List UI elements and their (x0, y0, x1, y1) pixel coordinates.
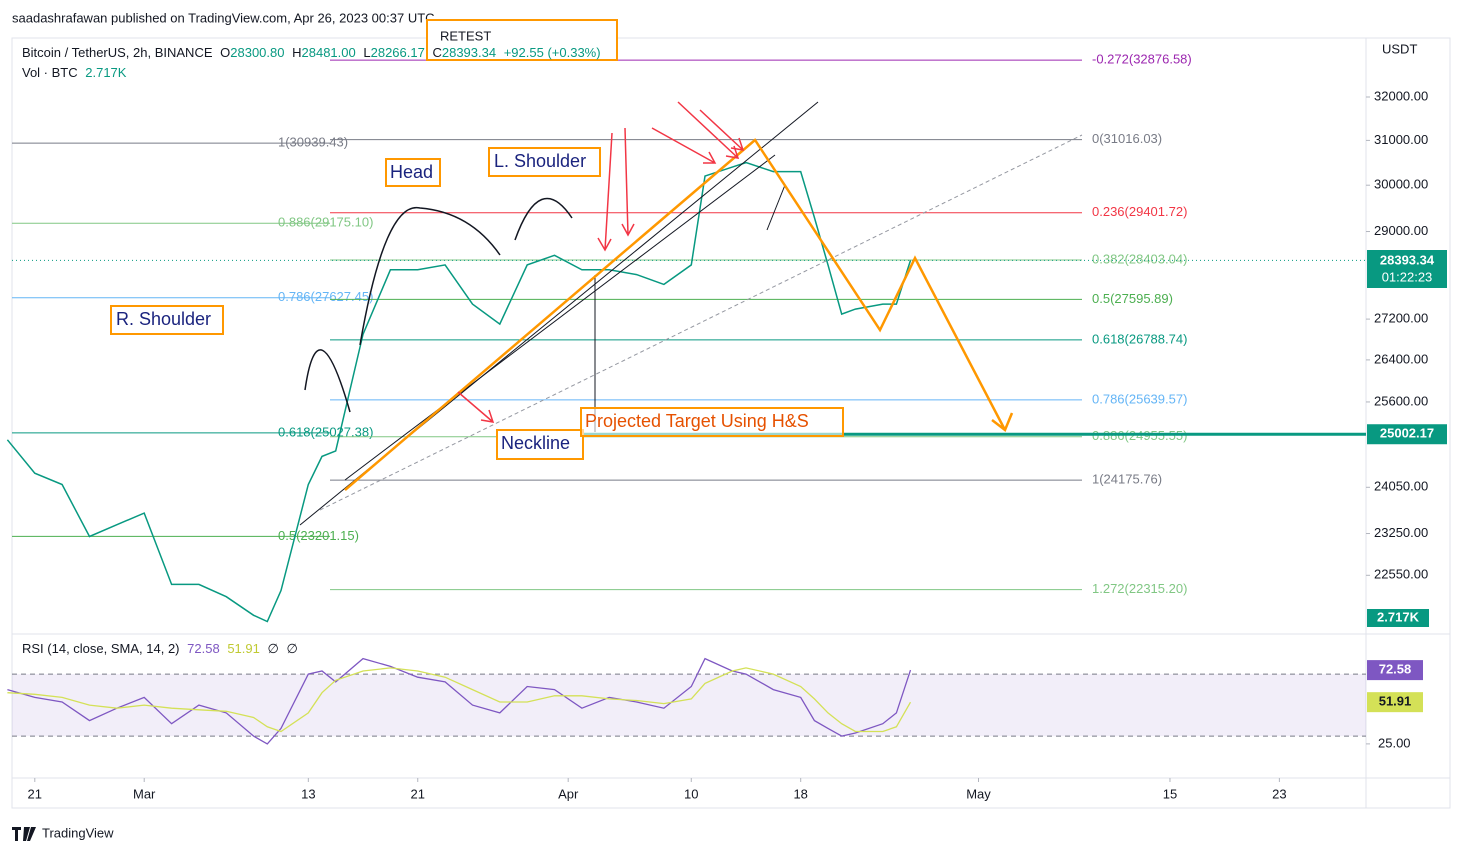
annotation-box (385, 158, 441, 187)
fib-label: -0.272(32876.58) (1092, 52, 1192, 67)
y-tick-label: 29000.00 (1374, 223, 1428, 238)
y-tick-label: 24050.00 (1374, 479, 1428, 494)
y-tick-label: 26400.00 (1374, 351, 1428, 366)
neckline-label: Neckline (501, 433, 570, 453)
projection-path (344, 138, 1014, 491)
footer-brand: TradingView (42, 825, 114, 840)
fib-label: 0(31016.03) (1092, 131, 1162, 146)
ohlc-label: H (292, 45, 301, 60)
fib-label: 0.886(29175.10) (278, 215, 373, 230)
fib-label: 0.786(25639.57) (1092, 391, 1187, 406)
trend-line (319, 134, 1083, 511)
rsi-tag-text: 51.91 (1379, 694, 1412, 709)
byline: saadashrafawan published on TradingView.… (12, 10, 435, 25)
x-tick-label: 23 (1272, 786, 1286, 801)
fib-label: 0.5(23201.15) (278, 528, 359, 543)
sma-value: 51.91 (227, 641, 260, 656)
low: 28266.17 (371, 45, 425, 60)
arrows (457, 101, 745, 423)
price-tag (1367, 250, 1447, 288)
y-tick-label: 31000.00 (1374, 132, 1428, 147)
fib-label: 1.272(22315.20) (1092, 581, 1187, 596)
target-tag (1367, 424, 1447, 445)
rsi-line (7, 657, 912, 745)
currency: USDT (1382, 41, 1417, 56)
l-shoulder-label: L. Shoulder (494, 151, 586, 171)
rsi-legend: RSI (14, close, SMA, 14, 2) 72.58 51.91 … (22, 641, 298, 656)
x-tick-label: 21 (411, 786, 425, 801)
y-tick-label: 32000.00 (1374, 88, 1428, 103)
x-tick-label: 13 (301, 786, 315, 801)
shoulder-arc (304, 349, 351, 413)
rsi-tag-text: 72.58 (1379, 662, 1412, 677)
trend-line (344, 154, 776, 481)
volume-legend: Vol · BTC 2.717K (22, 65, 127, 80)
retest-box (426, 19, 618, 61)
head-arc (359, 206, 501, 346)
na: ∅ (286, 641, 297, 656)
x-tick-label: Mar (133, 786, 156, 801)
ohlc-label: L (363, 45, 370, 60)
fib-label: 0.236(29401.72) (1092, 204, 1187, 219)
rsi-tag (1367, 692, 1423, 713)
head-label: Head (390, 162, 433, 182)
close: 28393.34 (442, 45, 496, 60)
x-tick-label: 15 (1163, 786, 1177, 801)
x-tick-label: May (966, 786, 991, 801)
y-tick-label: 27200.00 (1374, 311, 1428, 326)
fib-label: 0.382(28403.04) (1092, 251, 1187, 266)
fib-label: 0.786(27627.45) (278, 289, 373, 304)
fib-label: 0.618(25027.38) (278, 424, 373, 439)
x-tick-label: 18 (793, 786, 807, 801)
retest-label: RETEST (440, 28, 491, 43)
rsi-band (12, 674, 1366, 737)
price-line (6, 161, 912, 623)
y-tick-label: 30000.00 (1374, 177, 1428, 192)
change: +92.55 (+0.33%) (504, 45, 601, 60)
chart-layer: 32000.00 31000.00 30000.00 29000.00 27200.00… (6, 52, 1447, 801)
symbol-legend: Bitcoin / TetherUS, 2h, BINANCE O28300.8… (22, 45, 601, 60)
fib-label: 0.618(26788.74) (1092, 331, 1187, 346)
x-tick-label: 10 (684, 786, 698, 801)
countdown: 01:22:23 (1382, 269, 1433, 284)
fib-label: 0.5(27595.89) (1092, 291, 1173, 306)
y-tick-label: 22550.00 (1374, 567, 1428, 582)
target-label: Projected Target Using H&S (585, 411, 809, 431)
rsi-value: 72.58 (187, 641, 220, 656)
volume-label: Vol · BTC (22, 65, 78, 80)
rsi-title: RSI (14, close, SMA, 14, 2) (22, 641, 180, 656)
fib-label: 1(30939.43) (278, 135, 348, 150)
shoulder-arc (514, 197, 573, 241)
trend-line (766, 184, 786, 231)
rsi-tag (1367, 660, 1423, 681)
drawings (299, 19, 1083, 526)
y-tick-label: 25.00 (1378, 735, 1411, 750)
last-price: 28393.34 (1380, 252, 1435, 267)
x-tick-label: Apr (558, 786, 579, 801)
y-tick-label: 25600.00 (1374, 393, 1428, 408)
logo (12, 827, 36, 841)
annotation-box (496, 429, 584, 460)
ohlc-label: O (220, 45, 230, 60)
volume-tag-text: 2.717K (1377, 609, 1420, 624)
open: 28300.80 (230, 45, 284, 60)
ohlc-label: C (432, 45, 441, 60)
volume: 2.717K (85, 65, 127, 80)
fib-label: 1(24175.76) (1092, 472, 1162, 487)
symbol: Bitcoin / TetherUS, 2h, BINANCE (22, 45, 213, 60)
rsi-line (7, 667, 912, 733)
high: 28481.00 (302, 45, 356, 60)
annotation-box (488, 147, 601, 177)
x-tick-label: 21 (28, 786, 42, 801)
y-tick-label: 23250.00 (1374, 525, 1428, 540)
annotation-box (580, 407, 844, 437)
r-shoulder-label: R. Shoulder (116, 309, 211, 329)
volume-tag (1367, 609, 1429, 627)
annotation-box (110, 305, 224, 335)
na: ∅ (267, 641, 278, 656)
target-tag-text: 25002.17 (1380, 426, 1434, 441)
